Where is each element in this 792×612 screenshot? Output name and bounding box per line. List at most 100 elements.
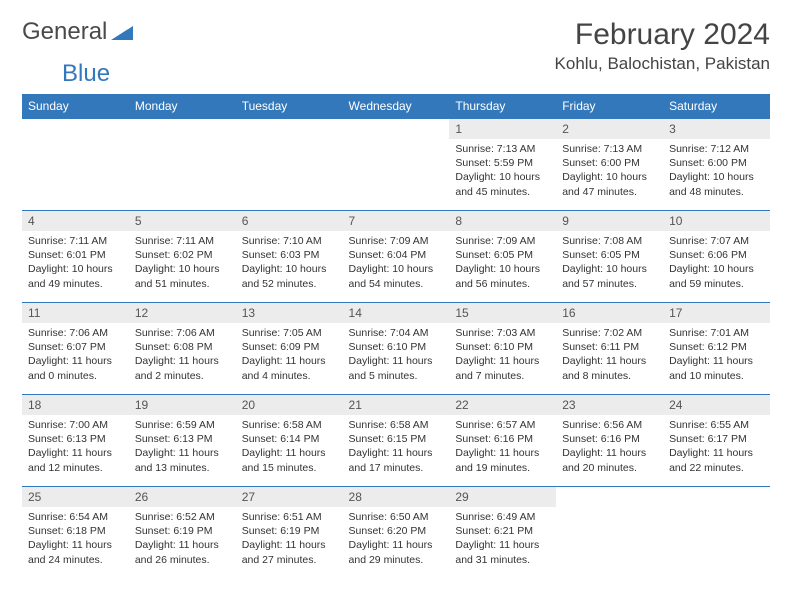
calendar-cell: .. <box>663 487 770 579</box>
sunset-line: Sunset: 6:17 PM <box>669 432 764 446</box>
sunrise-line: Sunrise: 7:09 AM <box>455 234 550 248</box>
day-content: Sunrise: 7:06 AMSunset: 6:08 PMDaylight:… <box>129 323 236 387</box>
calendar-cell: 10Sunrise: 7:07 AMSunset: 6:06 PMDayligh… <box>663 211 770 303</box>
calendar-cell: 28Sunrise: 6:50 AMSunset: 6:20 PMDayligh… <box>343 487 450 579</box>
sunrise-line: Sunrise: 7:10 AM <box>242 234 337 248</box>
sunrise-line: Sunrise: 7:12 AM <box>669 142 764 156</box>
sunrise-line: Sunrise: 6:57 AM <box>455 418 550 432</box>
sunrise-line: Sunrise: 7:07 AM <box>669 234 764 248</box>
sunrise-line: Sunrise: 6:51 AM <box>242 510 337 524</box>
daylight-line: Daylight: 11 hours and 24 minutes. <box>28 538 123 566</box>
day-number: 9 <box>556 211 663 231</box>
sunrise-line: Sunrise: 7:00 AM <box>28 418 123 432</box>
sunset-line: Sunset: 6:04 PM <box>349 248 444 262</box>
day-number: 24 <box>663 395 770 415</box>
sunset-line: Sunset: 6:19 PM <box>242 524 337 538</box>
calendar-cell: 19Sunrise: 6:59 AMSunset: 6:13 PMDayligh… <box>129 395 236 487</box>
daylight-line: Daylight: 11 hours and 4 minutes. <box>242 354 337 382</box>
day-content: Sunrise: 6:58 AMSunset: 6:14 PMDaylight:… <box>236 415 343 479</box>
daylight-line: Daylight: 11 hours and 13 minutes. <box>135 446 230 474</box>
day-content: Sunrise: 6:51 AMSunset: 6:19 PMDaylight:… <box>236 507 343 571</box>
daylight-line: Daylight: 11 hours and 31 minutes. <box>455 538 550 566</box>
day-number: 15 <box>449 303 556 323</box>
daylight-line: Daylight: 11 hours and 22 minutes. <box>669 446 764 474</box>
sunset-line: Sunset: 6:14 PM <box>242 432 337 446</box>
brand-word2: Blue <box>62 60 110 87</box>
calendar-cell: 6 Sunrise: 7:10 AMSunset: 6:03 PMDaylight… <box>236 211 343 303</box>
day-number: 16 <box>556 303 663 323</box>
day-number: 7 <box>343 211 450 231</box>
daylight-line: Daylight: 11 hours and 7 minutes. <box>455 354 550 382</box>
sunrise-line: Sunrise: 6:55 AM <box>669 418 764 432</box>
sunset-line: Sunset: 6:20 PM <box>349 524 444 538</box>
sunset-line: Sunset: 6:03 PM <box>242 248 337 262</box>
sunset-line: Sunset: 6:19 PM <box>135 524 230 538</box>
sunrise-line: Sunrise: 7:02 AM <box>562 326 657 340</box>
daylight-line: Daylight: 10 hours and 52 minutes. <box>242 262 337 290</box>
daylight-line: Daylight: 11 hours and 0 minutes. <box>28 354 123 382</box>
sunset-line: Sunset: 6:18 PM <box>28 524 123 538</box>
daylight-line: Daylight: 11 hours and 10 minutes. <box>669 354 764 382</box>
sunset-line: Sunset: 6:00 PM <box>562 156 657 170</box>
calendar-cell: 2Sunrise: 7:13 AMSunset: 6:00 PMDaylight… <box>556 119 663 211</box>
sunset-line: Sunset: 6:08 PM <box>135 340 230 354</box>
calendar-row: 4Sunrise: 7:11 AMSunset: 6:01 PMDaylight… <box>22 211 770 303</box>
day-content: Sunrise: 7:01 AMSunset: 6:12 PMDaylight:… <box>663 323 770 387</box>
calendar-row: 18Sunrise: 7:00 AMSunset: 6:13 PMDayligh… <box>22 395 770 487</box>
sunset-line: Sunset: 6:06 PM <box>669 248 764 262</box>
calendar-cell: 18Sunrise: 7:00 AMSunset: 6:13 PMDayligh… <box>22 395 129 487</box>
sunset-line: Sunset: 6:05 PM <box>562 248 657 262</box>
day-content: Sunrise: 6:49 AMSunset: 6:21 PMDaylight:… <box>449 507 556 571</box>
calendar-row: 25Sunrise: 6:54 AMSunset: 6:18 PMDayligh… <box>22 487 770 579</box>
calendar-cell: 23Sunrise: 6:56 AMSunset: 6:16 PMDayligh… <box>556 395 663 487</box>
sunrise-line: Sunrise: 6:56 AM <box>562 418 657 432</box>
sunset-line: Sunset: 6:12 PM <box>669 340 764 354</box>
daylight-line: Daylight: 10 hours and 45 minutes. <box>455 170 550 198</box>
day-number: 19 <box>129 395 236 415</box>
sunrise-line: Sunrise: 7:03 AM <box>455 326 550 340</box>
sunrise-line: Sunrise: 6:50 AM <box>349 510 444 524</box>
day-number: 11 <box>22 303 129 323</box>
day-content: Sunrise: 7:09 AMSunset: 6:04 PMDaylight:… <box>343 231 450 295</box>
daylight-line: Daylight: 11 hours and 27 minutes. <box>242 538 337 566</box>
calendar-cell: 9Sunrise: 7:08 AMSunset: 6:05 PMDaylight… <box>556 211 663 303</box>
day-content: Sunrise: 7:11 AMSunset: 6:02 PMDaylight:… <box>129 231 236 295</box>
day-number: 6 <box>236 211 343 231</box>
day-content: Sunrise: 7:02 AMSunset: 6:11 PMDaylight:… <box>556 323 663 387</box>
calendar-cell: 5Sunrise: 7:11 AMSunset: 6:02 PMDaylight… <box>129 211 236 303</box>
daylight-line: Daylight: 11 hours and 2 minutes. <box>135 354 230 382</box>
weekday-header: Monday <box>129 94 236 119</box>
day-content: Sunrise: 6:54 AMSunset: 6:18 PMDaylight:… <box>22 507 129 571</box>
day-content: Sunrise: 7:03 AMSunset: 6:10 PMDaylight:… <box>449 323 556 387</box>
weekday-header: Thursday <box>449 94 556 119</box>
day-number: 27 <box>236 487 343 507</box>
daylight-line: Daylight: 10 hours and 57 minutes. <box>562 262 657 290</box>
calendar-cell: .. <box>343 119 450 211</box>
day-number: 5 <box>129 211 236 231</box>
daylight-line: Daylight: 11 hours and 29 minutes. <box>349 538 444 566</box>
calendar-cell: .. <box>236 119 343 211</box>
day-number: 17 <box>663 303 770 323</box>
calendar-cell: .. <box>22 119 129 211</box>
sunset-line: Sunset: 6:07 PM <box>28 340 123 354</box>
calendar-cell: 20Sunrise: 6:58 AMSunset: 6:14 PMDayligh… <box>236 395 343 487</box>
calendar-table: SundayMondayTuesdayWednesdayThursdayFrid… <box>22 94 770 579</box>
calendar-cell: 8Sunrise: 7:09 AMSunset: 6:05 PMDaylight… <box>449 211 556 303</box>
daylight-line: Daylight: 10 hours and 49 minutes. <box>28 262 123 290</box>
day-content: Sunrise: 6:56 AMSunset: 6:16 PMDaylight:… <box>556 415 663 479</box>
daylight-line: Daylight: 11 hours and 20 minutes. <box>562 446 657 474</box>
sunset-line: Sunset: 6:02 PM <box>135 248 230 262</box>
weekday-header: Friday <box>556 94 663 119</box>
day-content: Sunrise: 6:50 AMSunset: 6:20 PMDaylight:… <box>343 507 450 571</box>
daylight-line: Daylight: 11 hours and 15 minutes. <box>242 446 337 474</box>
sunset-line: Sunset: 6:16 PM <box>455 432 550 446</box>
calendar-cell: 21Sunrise: 6:58 AMSunset: 6:15 PMDayligh… <box>343 395 450 487</box>
calendar-cell: 4Sunrise: 7:11 AMSunset: 6:01 PMDaylight… <box>22 211 129 303</box>
sunset-line: Sunset: 6:13 PM <box>28 432 123 446</box>
day-number: 4 <box>22 211 129 231</box>
day-content: Sunrise: 7:11 AMSunset: 6:01 PMDaylight:… <box>22 231 129 295</box>
daylight-line: Daylight: 11 hours and 8 minutes. <box>562 354 657 382</box>
sunset-line: Sunset: 5:59 PM <box>455 156 550 170</box>
sunrise-line: Sunrise: 6:58 AM <box>349 418 444 432</box>
day-content: Sunrise: 7:04 AMSunset: 6:10 PMDaylight:… <box>343 323 450 387</box>
